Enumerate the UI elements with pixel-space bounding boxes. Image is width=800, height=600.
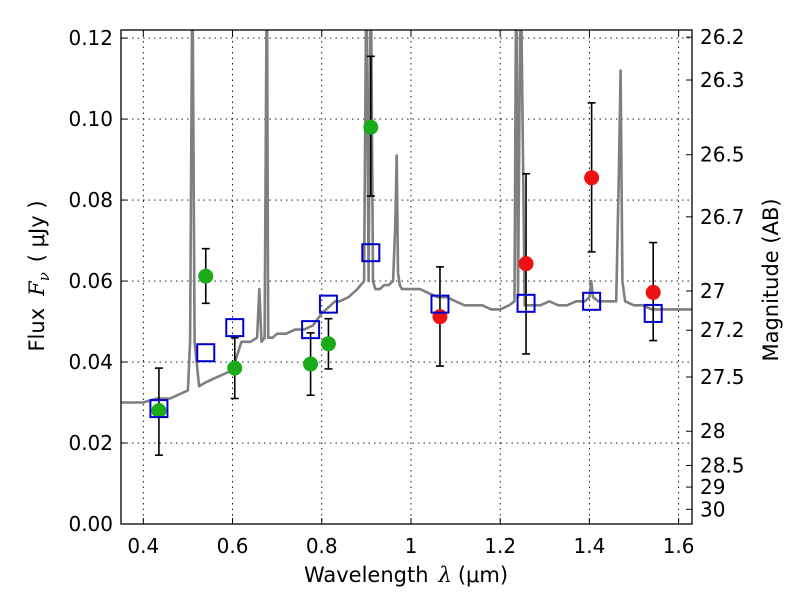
model-photometry-square xyxy=(516,293,536,313)
magnitude-tick-label: 26.3 xyxy=(700,68,745,92)
model-photometry-square xyxy=(301,320,321,340)
x-tick-label: 0.4 xyxy=(127,534,159,558)
tick-labels: 0.4 0.6 0.8 1 1.2 1.4 1.6 0.00 0.02 0.04 0.06 0.08 0… xyxy=(68,25,744,558)
x-tick-label: 1.2 xyxy=(484,534,516,558)
x-tick-label: 0.6 xyxy=(217,534,249,558)
magnitude-tick-label: 30 xyxy=(700,497,725,521)
model-photometry-square xyxy=(225,318,245,338)
y-tick-label: 0.04 xyxy=(68,350,113,374)
green-data-point xyxy=(363,119,379,135)
red-data-point xyxy=(432,309,448,325)
model-photometry-square xyxy=(361,243,381,263)
magnitude-tick-label: 29 xyxy=(700,475,725,499)
y-tick-label: 0.02 xyxy=(68,431,113,455)
y-axis-label-subscript: ν xyxy=(35,272,53,281)
red-data-point xyxy=(518,256,534,272)
y-tick-label: 0.08 xyxy=(68,188,113,212)
y-tick-label: 0.12 xyxy=(68,26,113,50)
error-bars-layer xyxy=(154,55,658,456)
plot-frame xyxy=(120,29,693,525)
y-axis-label-prefix: Flux xyxy=(25,308,49,352)
x-tick-label: 1 xyxy=(405,534,418,558)
y-tick-label: 0.06 xyxy=(68,269,113,293)
magnitude-axis-label: Magnitude (AB) xyxy=(759,198,783,361)
y-axis-label-unit: ( μJy ) xyxy=(25,200,49,262)
magnitude-tick-label: 28 xyxy=(700,419,725,443)
magnitude-tick-label: 26.5 xyxy=(700,143,745,167)
x-tick-label: 1.4 xyxy=(573,534,605,558)
green-data-point xyxy=(303,356,319,372)
x-axis-label: Wavelength λ (μm) xyxy=(304,563,508,587)
magnitude-tick-label: 26.2 xyxy=(700,25,745,49)
green-data-point xyxy=(198,268,214,284)
magnitude-tick-label: 28.5 xyxy=(700,453,745,477)
x-axis-label-prefix: Wavelength xyxy=(304,563,429,587)
x-tick-label: 0.8 xyxy=(306,534,338,558)
model-spectrum-layer xyxy=(121,30,692,404)
magnitude-tick-label: 27.2 xyxy=(700,318,745,342)
data-points-layer xyxy=(149,119,663,419)
model-spectrum-line xyxy=(121,30,692,404)
green-data-point xyxy=(151,403,167,419)
model-photometry-square xyxy=(149,399,169,419)
y-tick-label: 0.00 xyxy=(68,512,113,536)
model-photometry-square xyxy=(430,294,450,314)
model-photometry-square xyxy=(582,291,602,311)
axis-ticks xyxy=(121,30,692,525)
x-tick-label: 1.6 xyxy=(663,534,695,558)
model-photometry-square xyxy=(643,303,663,323)
magnitude-tick-label: 27 xyxy=(700,279,725,303)
green-data-point xyxy=(320,336,336,352)
model-photometry-square xyxy=(318,294,338,314)
x-axis-label-unit: (μm) xyxy=(458,563,508,587)
green-data-point xyxy=(227,360,243,376)
y-axis-label: Flux Fν ( μJy ) xyxy=(25,200,53,351)
red-data-point xyxy=(584,170,600,186)
y-axis-label-symbol: F xyxy=(25,280,49,297)
y-tick-label: 0.10 xyxy=(68,107,113,131)
magnitude-tick-label: 27.5 xyxy=(700,365,745,389)
magnitude-tick-label: 26.7 xyxy=(700,205,745,229)
x-axis-label-symbol: λ xyxy=(438,563,452,587)
red-data-point xyxy=(645,284,661,300)
model-photometry-square xyxy=(196,343,216,363)
